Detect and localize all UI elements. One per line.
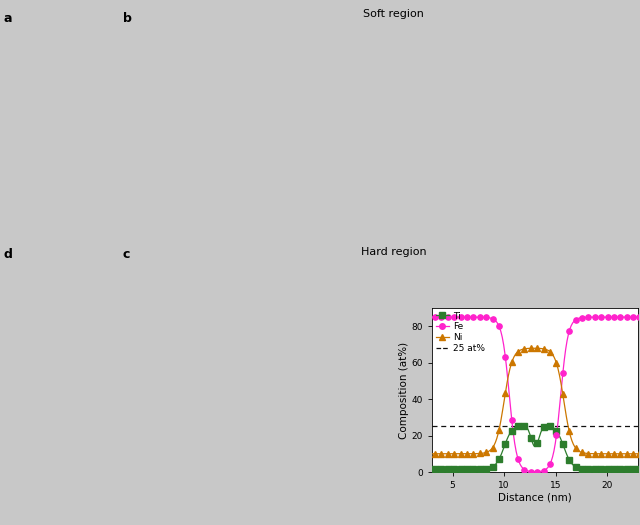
X-axis label: Distance (nm): Distance (nm) [498, 493, 572, 503]
Text: b: b [123, 12, 132, 25]
Y-axis label: Composition (at%): Composition (at%) [399, 341, 409, 438]
Legend: Ti, Fe, Ni, 25 at%: Ti, Fe, Ni, 25 at% [436, 312, 484, 353]
Text: Soft region: Soft region [363, 9, 424, 19]
Text: d: d [3, 248, 12, 261]
Text: a: a [3, 12, 12, 25]
Text: c: c [123, 248, 131, 261]
Text: Hard region: Hard region [361, 247, 426, 257]
